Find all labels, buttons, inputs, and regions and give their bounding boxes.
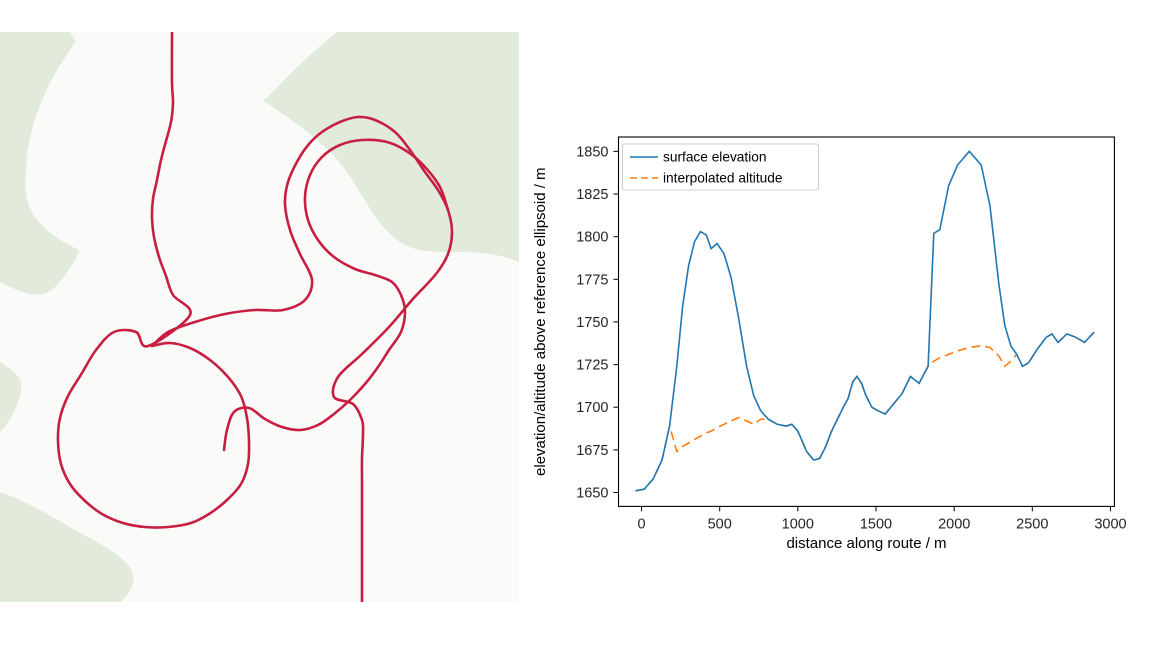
svg-text:interpolated altitude: interpolated altitude [663,171,782,186]
svg-text:1700: 1700 [576,400,608,416]
svg-text:1725: 1725 [576,358,608,374]
svg-text:1800: 1800 [576,230,608,246]
svg-text:1675: 1675 [576,443,608,459]
svg-text:1825: 1825 [576,187,608,203]
svg-text:elevation/altitude above refer: elevation/altitude above reference ellip… [532,167,549,476]
svg-text:1650: 1650 [576,486,608,502]
svg-text:0: 0 [637,516,645,532]
svg-text:1775: 1775 [576,272,608,288]
svg-text:surface elevation: surface elevation [663,150,766,165]
svg-text:2000: 2000 [938,516,970,532]
svg-text:2500: 2500 [1016,516,1048,532]
svg-text:500: 500 [708,516,732,532]
svg-text:1750: 1750 [576,315,608,331]
svg-text:1500: 1500 [860,516,892,532]
svg-text:1850: 1850 [576,144,608,160]
svg-text:distance along route / m: distance along route / m [786,535,946,552]
svg-text:1000: 1000 [782,516,814,532]
svg-text:3000: 3000 [1094,516,1126,532]
